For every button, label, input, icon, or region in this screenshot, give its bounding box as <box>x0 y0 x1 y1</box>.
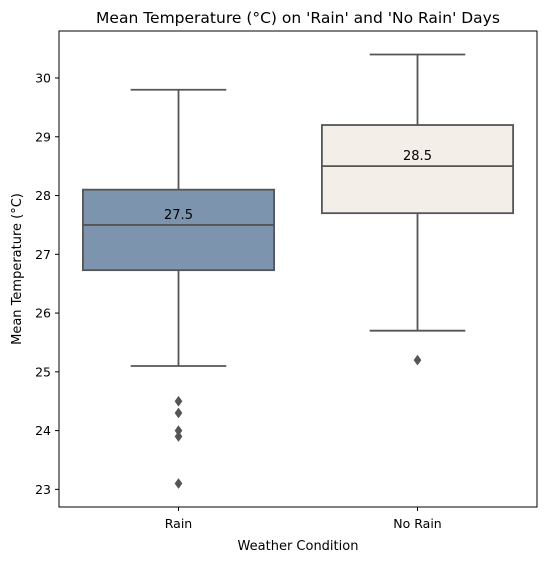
chart-title: Mean Temperature (°C) on 'Rain' and 'No … <box>96 9 500 27</box>
outlier-point <box>174 478 183 489</box>
y-tick-label: 28 <box>35 188 51 203</box>
x-axis-title: Weather Condition <box>238 539 359 554</box>
iqr-box <box>82 188 275 272</box>
x-tick-label: No Rain <box>393 516 441 531</box>
plot-frame <box>58 30 538 508</box>
axes: 23 24 25 26 27 28 29 30 Rain No Rain <box>35 71 442 531</box>
plot-area: 27.5 28.5 <box>82 53 514 489</box>
outlier-point <box>174 431 183 442</box>
outlier-point <box>174 407 183 419</box>
outlier-point <box>174 395 183 407</box>
iqr-box <box>320 124 514 215</box>
y-tick-label: 25 <box>35 364 51 379</box>
x-tick-label: Rain <box>165 516 192 531</box>
y-tick-label: 29 <box>35 129 51 144</box>
outlier-point <box>413 354 422 366</box>
median-label: 28.5 <box>403 149 432 164</box>
y-axis-title: Mean Temperature (°C) <box>10 193 25 345</box>
box-group-no-rain: 28.5 <box>320 53 514 366</box>
y-tick-label: 26 <box>35 306 51 321</box>
y-tick-label: 30 <box>35 71 51 86</box>
box-group-rain: 27.5 <box>82 88 275 489</box>
median-label: 27.5 <box>164 208 193 223</box>
y-tick-label: 23 <box>35 482 51 497</box>
y-tick-label: 24 <box>35 423 51 438</box>
y-tick-label: 27 <box>35 247 51 262</box>
